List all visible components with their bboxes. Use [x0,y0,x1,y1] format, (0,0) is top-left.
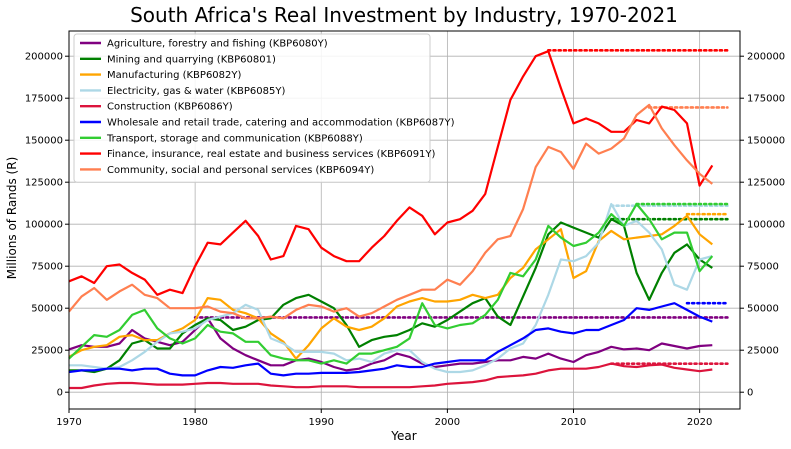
y-axis-right: 0 25000 50000 75000 100000 125000 150000 175000… [740,52,785,399]
legend-label: Wholesale and retail trade, catering and… [107,118,455,129]
x-tick-label: 1980 [182,417,207,428]
series-7-line [68,50,714,296]
x-axis: 1970 1980 1990 2000 2010 2020 [56,409,712,428]
legend-label: Finance, insurance, real estate and busi… [107,149,436,160]
plot-frame [68,30,741,410]
series-0-line [68,317,713,372]
legend-label: Construction (KBP6086Y) [107,102,233,113]
legend-label: Community, social and personal services … [107,165,374,176]
series-2-line [68,214,713,360]
legend: Agriculture, forestry and fishing (KBP60… [73,33,455,183]
y-tick-label: 175000 [25,94,63,105]
y-tick-label: 50000 [31,304,63,315]
x-tick-label: 2010 [561,417,586,428]
y-tick-label: 75000 [31,262,63,273]
legend-label: Mining and quarrying (KBP60801) [107,54,276,65]
series-8-line [68,103,713,320]
y-tick-label: 125000 [25,178,63,189]
legend-box [73,33,431,183]
y-axis-left: 0 25000 50000 75000 100000 125000 150000 175000… [25,52,69,399]
series-4-line [69,362,713,390]
chart-title: South Africa's Real Investment by Indust… [130,3,678,27]
legend-label: Electricity, gas & water (KBP6085Y) [107,86,285,97]
x-tick-label: 2020 [687,417,712,428]
x-tick-label: 2000 [435,417,460,428]
y-tick-label-right: 125000 [747,178,785,189]
y-tick-label: 25000 [31,346,63,357]
legend-label: Agriculture, forestry and fishing (KBP60… [107,39,328,50]
y-axis-label: Millions of Rands (R) [5,157,19,280]
y-tick-label-right: 175000 [747,94,785,105]
y-tick-label: 0 [57,388,63,399]
x-axis-label: Year [390,429,416,443]
y-tick-label: 150000 [25,136,63,147]
y-tick-label-right: 100000 [747,220,785,231]
series-lines [68,50,714,390]
x-tick-label: 1970 [56,417,81,428]
legend-label: Manufacturing (KBP6082Y) [107,70,241,81]
y-tick-label: 200000 [25,52,63,63]
series-5-line [68,302,713,377]
y-tick-label-right: 150000 [747,136,785,147]
y-tick-label: 100000 [25,220,63,231]
y-tick-label-right: 0 [747,388,753,399]
y-tick-label-right: 25000 [747,346,779,357]
legend-label: Transport, storage and communication (KB… [106,133,363,144]
y-tick-label-right: 50000 [747,304,779,315]
series-6-line [68,202,714,365]
x-tick-label: 1990 [309,417,334,428]
y-tick-label-right: 200000 [747,52,785,63]
y-tick-label-right: 75000 [747,262,779,273]
